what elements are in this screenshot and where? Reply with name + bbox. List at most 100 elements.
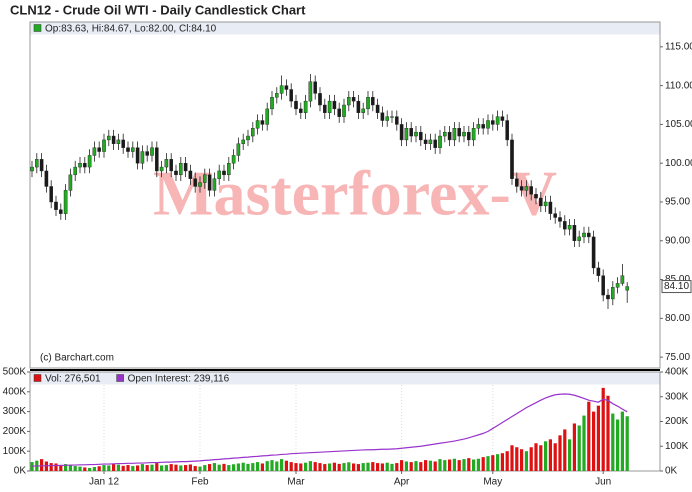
volume-bar bbox=[280, 459, 284, 471]
candle-body bbox=[126, 147, 130, 152]
volume-bar bbox=[443, 460, 447, 471]
candle-body bbox=[433, 139, 438, 148]
volume-bar bbox=[323, 464, 327, 471]
candle-body bbox=[78, 162, 82, 168]
candle-body bbox=[419, 131, 423, 141]
candle-body bbox=[92, 147, 97, 156]
volume-bar bbox=[131, 466, 135, 471]
candle-body bbox=[202, 174, 207, 183]
candle-body bbox=[543, 201, 548, 207]
volume-bar bbox=[160, 465, 164, 471]
candle-body bbox=[265, 108, 270, 125]
volume-bar bbox=[592, 411, 596, 471]
volume-bar bbox=[227, 465, 231, 471]
candle-body bbox=[587, 232, 591, 238]
y-tick-label: 100K bbox=[3, 446, 27, 457]
volume-bar bbox=[328, 463, 332, 471]
candle-body bbox=[154, 147, 159, 172]
volume-bar bbox=[428, 460, 432, 471]
volume-bar bbox=[68, 465, 72, 471]
volume-bar bbox=[419, 462, 423, 471]
candle-body bbox=[347, 97, 351, 106]
candle-body bbox=[361, 108, 366, 113]
candle-body bbox=[49, 186, 53, 203]
y-tick-label: 75.00 bbox=[665, 352, 690, 363]
y-tick-label: 100.00 bbox=[665, 158, 692, 169]
candle-body bbox=[500, 116, 505, 121]
volume-bar bbox=[366, 462, 370, 471]
volume-bar bbox=[625, 416, 629, 471]
volume-bar bbox=[457, 460, 461, 471]
volume-bar bbox=[150, 464, 154, 471]
candle-body bbox=[188, 170, 193, 179]
candle-body bbox=[505, 120, 510, 141]
y2-tick-label: 400K bbox=[665, 367, 689, 378]
volume-bar bbox=[102, 465, 106, 471]
candle-body bbox=[563, 221, 567, 230]
open-interest-line bbox=[32, 393, 628, 467]
candle-body bbox=[289, 89, 294, 102]
candle-body bbox=[519, 186, 524, 191]
volume-bar bbox=[414, 461, 418, 471]
volume-bar bbox=[270, 460, 274, 471]
volume-bar bbox=[145, 465, 149, 471]
candle-body bbox=[510, 139, 514, 179]
candle-body bbox=[582, 232, 586, 238]
candle-body bbox=[193, 178, 198, 187]
candle-body bbox=[159, 166, 164, 172]
candle-body bbox=[323, 104, 327, 113]
candle-body bbox=[255, 120, 260, 129]
volume-bar bbox=[352, 463, 356, 471]
legend-swatch bbox=[33, 24, 42, 32]
candle-body bbox=[486, 120, 490, 129]
volume-bar bbox=[577, 425, 581, 471]
x-tick-label: May bbox=[483, 477, 502, 488]
candle-body bbox=[231, 155, 236, 164]
legend-band bbox=[30, 22, 660, 35]
volume-bar bbox=[222, 463, 226, 471]
x-tick-label: Apr bbox=[394, 477, 410, 488]
volume-bar bbox=[520, 449, 524, 471]
candle-body bbox=[414, 131, 418, 137]
candle-body bbox=[318, 93, 322, 106]
y-tick-label: 105.00 bbox=[665, 119, 692, 130]
candle-body bbox=[395, 116, 399, 125]
volume-bar bbox=[174, 464, 178, 471]
volume-bar bbox=[539, 445, 543, 471]
volume-bar bbox=[347, 462, 351, 471]
candle-body bbox=[539, 197, 543, 207]
volume-bar bbox=[356, 464, 360, 471]
volume-bar bbox=[596, 405, 600, 471]
candle-body bbox=[198, 182, 202, 187]
volume-bar bbox=[92, 467, 96, 471]
candle-body bbox=[270, 97, 274, 110]
candle-body bbox=[591, 236, 596, 269]
y-tick-label: 85.00 bbox=[665, 274, 690, 285]
y-tick-label: 90.00 bbox=[665, 235, 690, 246]
volume-bar bbox=[515, 447, 519, 471]
last-price-box bbox=[661, 280, 692, 294]
volume-bar bbox=[611, 413, 615, 471]
candle-body bbox=[423, 139, 428, 144]
volume-bar bbox=[558, 435, 562, 471]
candle-body bbox=[183, 162, 188, 172]
volume-bar bbox=[49, 463, 53, 471]
candle-body bbox=[558, 217, 562, 222]
volume-bar bbox=[136, 465, 140, 471]
volume-bar bbox=[376, 463, 380, 471]
volume-bar bbox=[54, 463, 58, 471]
volume-bar bbox=[83, 467, 87, 471]
candle-body bbox=[447, 131, 452, 141]
volume-bar bbox=[395, 463, 399, 471]
volume-bar bbox=[260, 463, 264, 471]
volume-bar bbox=[112, 464, 116, 471]
volume-bar bbox=[164, 465, 168, 471]
volume-bar bbox=[448, 459, 452, 471]
candle-body bbox=[299, 108, 303, 113]
legend-text: Op:83.63, Hi:84.67, Lo:82.00, Cl:84.10 bbox=[45, 24, 217, 35]
volume-bar bbox=[208, 464, 212, 471]
candle-body bbox=[30, 166, 34, 172]
candle-body bbox=[481, 124, 486, 129]
volume-bar bbox=[332, 462, 336, 471]
candle-body bbox=[207, 174, 212, 191]
